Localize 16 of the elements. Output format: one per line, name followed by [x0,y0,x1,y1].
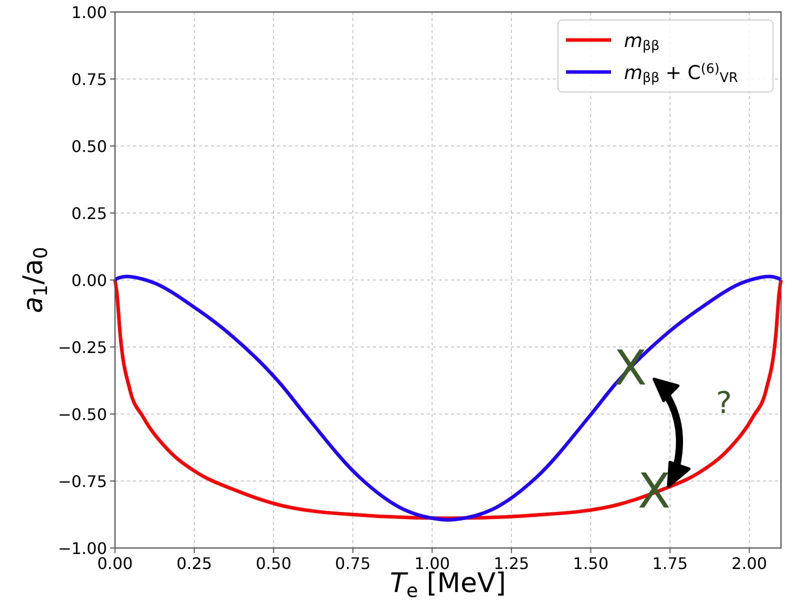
y-tick-label: 1.00 [71,3,107,22]
x-tick-label: 0.25 [176,554,212,573]
x-tick-label: 0.75 [335,554,371,573]
y-tick-label: 0.00 [71,271,107,290]
x-tick-label: 1.50 [572,554,609,573]
y-tick-label: −0.75 [58,472,107,491]
y-tick-label: −0.25 [58,338,107,357]
y-tick-label: 0.75 [71,70,107,89]
y-tick-label: 0.50 [71,137,107,156]
x-tick-label: 1.75 [652,554,688,573]
x-tick-label: 0.50 [256,554,292,573]
legend-label: m$_{ββ}$ [624,30,660,54]
y-tick-label: 0.25 [71,204,107,223]
x-tick-label: 2.00 [731,554,768,573]
y-tick-label: −0.50 [58,405,107,424]
annotation: ? [716,386,732,421]
